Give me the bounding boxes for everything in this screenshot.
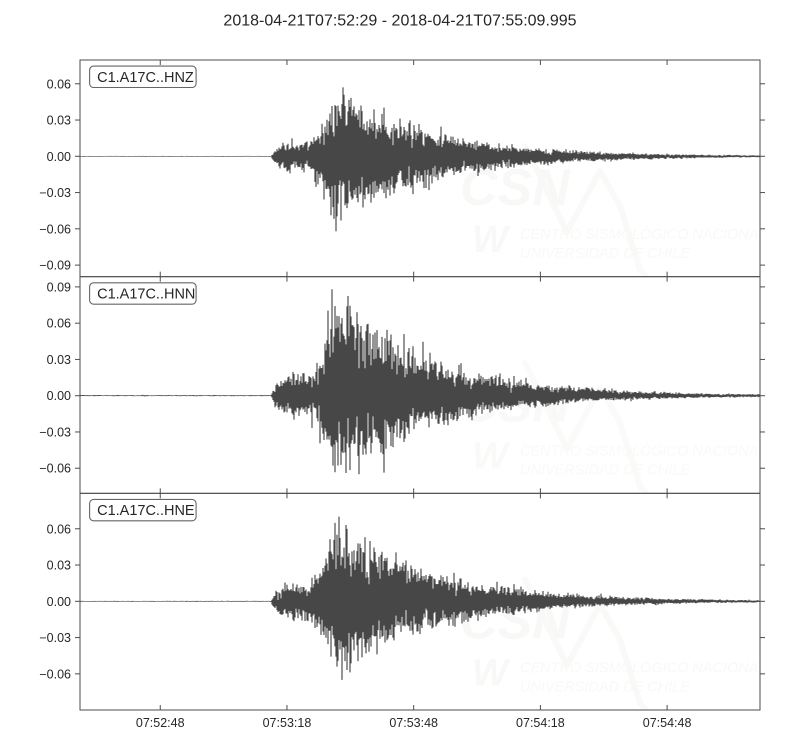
svg-text:CENTRO SISMOLÓGICO NACIONAL: CENTRO SISMOLÓGICO NACIONAL: [520, 659, 767, 676]
svg-text:0.03: 0.03: [47, 559, 71, 573]
svg-text:UNIVERSIDAD DE CHILE: UNIVERSIDAD DE CHILE: [520, 679, 690, 695]
svg-text:0.06: 0.06: [47, 317, 71, 331]
svg-text:−0.06: −0.06: [39, 462, 71, 476]
svg-text:−0.03: −0.03: [39, 186, 71, 200]
svg-text:07:53:18: 07:53:18: [263, 716, 312, 730]
svg-text:07:54:18: 07:54:18: [516, 716, 565, 730]
svg-text:0.06: 0.06: [47, 77, 71, 91]
svg-text:CSN: CSN: [460, 159, 571, 217]
svg-text:W: W: [472, 652, 511, 694]
svg-text:0.06: 0.06: [47, 522, 71, 536]
svg-text:07:52:48: 07:52:48: [136, 716, 185, 730]
svg-text:−0.06: −0.06: [39, 222, 71, 236]
svg-text:−0.09: −0.09: [39, 259, 71, 273]
svg-text:−0.03: −0.03: [39, 631, 71, 645]
svg-text:0.00: 0.00: [47, 595, 71, 609]
svg-text:C1.A17C..HNZ: C1.A17C..HNZ: [97, 70, 194, 86]
svg-text:−0.03: −0.03: [39, 425, 71, 439]
svg-text:C1.A17C..HNE: C1.A17C..HNE: [97, 503, 195, 519]
svg-text:0.03: 0.03: [47, 114, 71, 128]
svg-text:−0.06: −0.06: [39, 667, 71, 681]
svg-text:C1.A17C..HNN: C1.A17C..HNN: [97, 287, 195, 303]
svg-text:0.09: 0.09: [47, 280, 71, 294]
svg-text:CENTRO SISMOLÓGICO NACIONAL: CENTRO SISMOLÓGICO NACIONAL: [520, 443, 767, 460]
svg-text:07:54:48: 07:54:48: [643, 716, 692, 730]
svg-text:UNIVERSIDAD DE CHILE: UNIVERSIDAD DE CHILE: [520, 463, 690, 479]
svg-text:0.00: 0.00: [47, 150, 71, 164]
svg-text:2018-04-21T07:52:29 - 2018-0: 2018-04-21T07:52:29 - 2018-04-21T07:55:0…: [223, 13, 576, 30]
svg-text:W: W: [472, 219, 511, 261]
svg-text:UNIVERSIDAD DE CHILE: UNIVERSIDAD DE CHILE: [520, 246, 690, 262]
svg-text:0.00: 0.00: [47, 389, 71, 403]
svg-text:W: W: [472, 436, 511, 478]
svg-text:07:53:48: 07:53:48: [389, 716, 438, 730]
svg-text:CENTRO SISMOLÓGICO NACIONAL: CENTRO SISMOLÓGICO NACIONAL: [520, 226, 767, 243]
svg-text:0.03: 0.03: [47, 353, 71, 367]
